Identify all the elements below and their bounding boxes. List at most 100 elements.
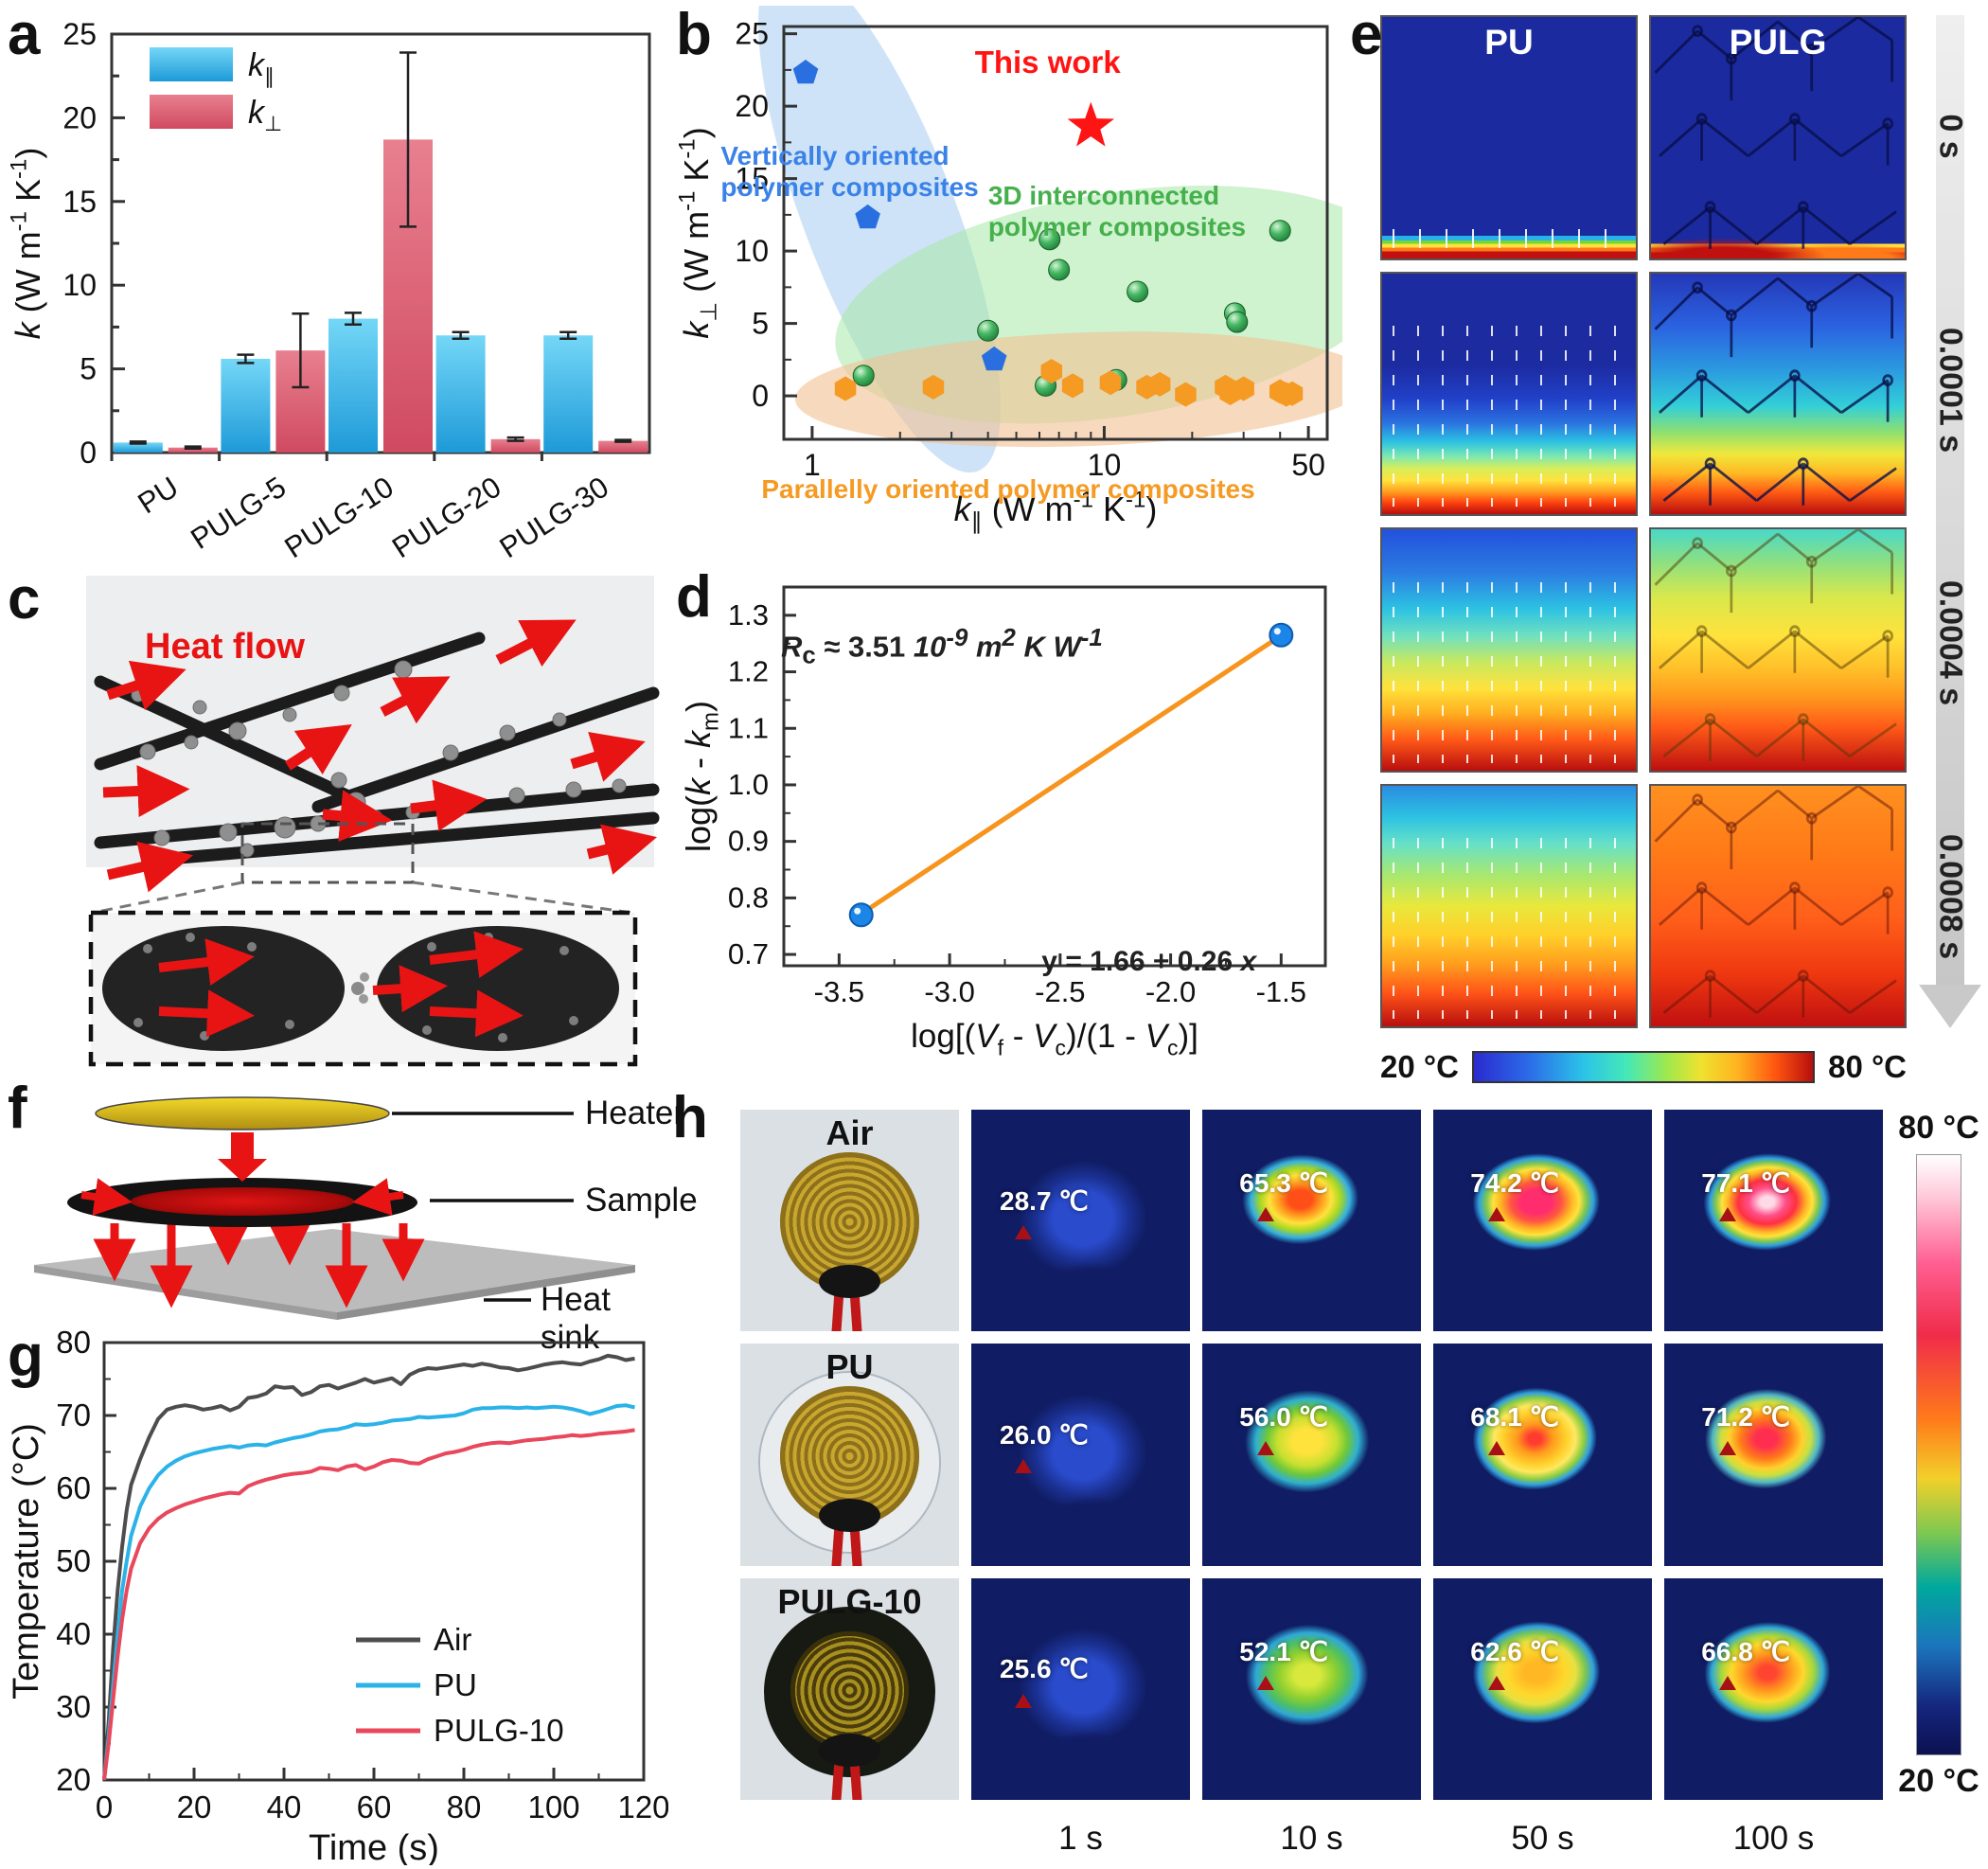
thermal-colorbar-min: 20 °C: [1898, 1762, 1979, 1799]
main-heat-arrow: [218, 1132, 267, 1182]
data-point: [977, 319, 1000, 342]
y-tick-label: 1.3: [728, 598, 769, 632]
x-tick-label: PULG-30: [494, 471, 614, 565]
x-tick-label: 0: [96, 1789, 113, 1824]
data-point: [792, 60, 819, 84]
x-tick-label: 60: [357, 1789, 392, 1824]
x-axis-title: Time (s): [309, 1828, 439, 1865]
heater-photo-pulg10: PULG-10: [740, 1577, 959, 1800]
temperature-reading: 56.0 ℃: [1239, 1402, 1328, 1433]
sim-col-label-pu: PU: [1484, 23, 1534, 62]
thermal-pu-1s: 26.0 ℃: [971, 1344, 1190, 1566]
temperature-reading: 68.1 ℃: [1470, 1402, 1559, 1433]
data-point: [1269, 220, 1291, 242]
panel-letter-b: b: [676, 2, 712, 67]
x-tick-label: PULG-10: [278, 471, 399, 565]
axes-ticks: 0.7 0.8 0.9 1.0 1.1 1.2 1.3 -3.5 -3.0 -2.5 -2.0 -1.…: [728, 598, 1306, 1008]
y-tick-label: 60: [56, 1470, 91, 1505]
thermal-grid: Air 28.7 ℃ 65.3 ℃ 74.2 ℃: [740, 1110, 1982, 1865]
spot-marker: [1256, 1207, 1274, 1222]
bar-PU: [113, 442, 163, 453]
data-point: [1226, 311, 1249, 333]
heater-coil: [790, 1630, 909, 1750]
row-label-pulg10: PULG-10: [777, 1581, 922, 1621]
thermal-pulg-50s: 62.6 ℃: [1433, 1577, 1652, 1800]
legend-label: PU: [434, 1667, 477, 1702]
y-tick-label: 1.0: [728, 768, 769, 801]
sim-pulg-0001s: [1649, 271, 1907, 516]
data-point: [1269, 622, 1294, 648]
x-tick-label: 1: [804, 448, 821, 482]
sim-colorbar-row: 20 °C 80 °C: [1380, 1040, 1907, 1095]
x-tick-label: -2.5: [1035, 975, 1085, 1008]
y-tick-label: 15: [735, 162, 769, 196]
vertical-line-2: polymer composites: [720, 172, 979, 203]
y-tick-label: 0.9: [728, 825, 769, 858]
flux-ticks: [1392, 326, 1626, 507]
temperature-reading: 71.2 ℃: [1701, 1402, 1790, 1433]
spot-marker: [1256, 1675, 1274, 1690]
thermal-blob: [1000, 1611, 1165, 1762]
vertical-line-1: Vertically oriented: [720, 141, 950, 171]
y-axis: 0 5 10 15 20 25: [62, 17, 125, 470]
thermal-air-10s: 65.3 ℃: [1202, 1110, 1421, 1332]
axis-frame: [782, 25, 1329, 441]
heater-disk: [95, 1096, 390, 1130]
legend-label: Air: [434, 1622, 471, 1657]
row-label-pu: PU: [825, 1347, 874, 1387]
temperature-reading: 26.0 ℃: [1000, 1419, 1089, 1450]
temperature-reading: 28.7 ℃: [1000, 1185, 1089, 1216]
thermal-colorbar: [1916, 1154, 1961, 1755]
y-tick-label: 40: [56, 1616, 91, 1651]
row-label-air: Air: [825, 1113, 874, 1152]
thermal-pulg-100s: 66.8 ℃: [1664, 1577, 1883, 1800]
this-work-label: This work: [974, 44, 1121, 80]
y-tick-label: 1.2: [728, 655, 769, 688]
zoom-connector-lines: [92, 881, 633, 915]
y-axis-title: log(k - km): [679, 701, 724, 852]
y-tick-label: 20: [62, 100, 97, 134]
spot-marker: [1015, 1224, 1033, 1239]
heater-terminal: [819, 1733, 880, 1767]
spot-marker: [1718, 1441, 1736, 1456]
panel-h-thermal-imaging: h Air 28.7 ℃ 65.3 ℃ 74.2: [672, 1089, 1982, 1865]
bar-PULG-10: [328, 318, 378, 453]
thermal-pu-10s: 56.0 ℃: [1202, 1344, 1421, 1566]
colorbar-max-label: 80 °C: [1828, 1049, 1907, 1084]
bar-PULG-30: [598, 440, 648, 453]
fit-chart-svg: 0.7 0.8 0.9 1.0 1.1 1.2 1.3 -3.5 -3.0 -2.5 -2.0 -1.…: [679, 585, 1327, 1059]
sim-pu-0004s: [1380, 527, 1638, 773]
fiber-network-overlay: [1651, 274, 1905, 515]
legend-label: k⊥: [248, 95, 282, 135]
parallel-composites-label: Parallelly oriented polymer composites: [761, 474, 1255, 505]
panel-e-simulation: e PU PULG 0 s 0.0001 s 0.0004 s 0.0008 s: [1348, 6, 1982, 1095]
vertical-composites-label: Vertically oriented polymer composites: [720, 140, 978, 203]
x-tick-label: -3.0: [924, 975, 974, 1008]
x-tick-label: 100: [527, 1789, 579, 1824]
y-tick-label: 20: [56, 1762, 91, 1797]
legend: k∥ k⊥: [150, 47, 282, 135]
sim-pu-0001s: [1380, 271, 1638, 516]
time-col-1s: 1 s: [1058, 1819, 1103, 1857]
series-hexagon: [834, 359, 1304, 407]
panel-letter-c: c: [8, 566, 41, 632]
y-tick-label: 25: [62, 17, 97, 51]
temperature-reading: 62.6 ℃: [1470, 1636, 1559, 1666]
data-point: [1233, 376, 1254, 401]
bar-PULG-20: [435, 335, 486, 453]
x-tick-label: 10: [1088, 448, 1122, 482]
spot-marker: [1015, 1693, 1033, 1708]
region-ellipse: [794, 331, 1373, 448]
panel-f-measurement-schematic: f: [6, 1079, 698, 1357]
legend-label: k∥: [248, 47, 275, 88]
contact-resistance-annotation: Rc ≈ 3.51 10-9 m2 K W-1: [780, 625, 1103, 669]
y-tick-label: 1.1: [728, 711, 769, 744]
y-tick-label: 25: [735, 17, 769, 51]
legend-label: PULG-10: [434, 1713, 564, 1748]
time-label-0s: 0 s: [1932, 114, 1969, 160]
y-tick-label: 10: [735, 234, 769, 268]
heater-terminal: [819, 1499, 880, 1533]
sim-pu-0s: PU: [1380, 15, 1638, 260]
